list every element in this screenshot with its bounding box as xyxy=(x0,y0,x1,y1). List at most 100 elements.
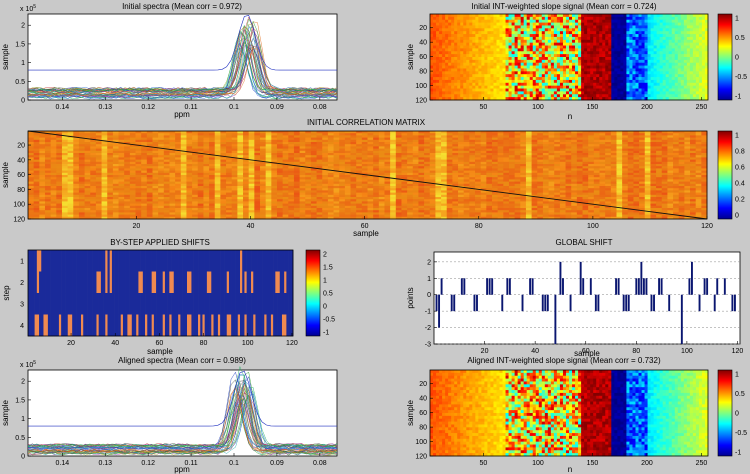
heatmap-cell xyxy=(460,65,464,69)
heatmap-cell xyxy=(448,62,452,66)
heatmap-cell xyxy=(617,39,621,44)
correlation-cell xyxy=(656,139,663,143)
heatmap-cell xyxy=(460,82,464,87)
heatmap-cell xyxy=(457,39,461,44)
heatmap-cell xyxy=(508,45,512,49)
heatmap-cell xyxy=(472,51,476,55)
heatmap-cell xyxy=(587,91,591,95)
heatmap-cell xyxy=(626,74,630,78)
heatmap-cell xyxy=(544,42,549,46)
heatmap-cell xyxy=(439,82,443,87)
correlation-cell xyxy=(424,137,431,141)
correlation-cell xyxy=(639,139,646,143)
initial-slope-xlabel: n xyxy=(568,112,572,121)
correlation-cell xyxy=(441,142,448,145)
correlation-cell xyxy=(412,148,419,152)
correlation-cell xyxy=(661,161,668,165)
correlation-cell xyxy=(599,142,606,145)
correlation-cell xyxy=(141,166,148,169)
correlation-cell xyxy=(180,155,187,158)
correlation-cell xyxy=(429,139,436,143)
heatmap-cell xyxy=(578,16,582,21)
heatmap-cell xyxy=(626,48,630,52)
heatmap-cell xyxy=(439,79,443,84)
heatmap-cell xyxy=(650,94,655,98)
heatmap-cell xyxy=(596,14,600,18)
correlation-cell xyxy=(627,135,634,138)
heatmap-cell xyxy=(587,65,591,69)
correlation-cell xyxy=(316,142,323,145)
heatmap-cell xyxy=(629,51,633,55)
heatmap-cell xyxy=(569,79,573,84)
heatmap-cell xyxy=(650,48,655,52)
heatmap-cell xyxy=(433,42,437,46)
correlation-cell xyxy=(78,168,85,171)
correlation-cell xyxy=(661,150,668,154)
heatmap-cell xyxy=(544,62,549,66)
heatmap-cell xyxy=(581,39,585,44)
heatmap-cell xyxy=(538,91,543,95)
heatmap-cell xyxy=(505,62,509,66)
heatmap-cell xyxy=(605,36,609,41)
heatmap-cell xyxy=(454,16,458,21)
heatmap-cell xyxy=(611,19,615,23)
correlation-cell xyxy=(265,166,272,169)
correlation-cell xyxy=(180,150,187,154)
heatmap-cell xyxy=(701,91,706,95)
heatmap-cell xyxy=(529,88,534,92)
heatmap-cell xyxy=(460,88,464,92)
correlation-cell xyxy=(554,131,561,134)
correlation-cell xyxy=(112,144,119,147)
heatmap-cell xyxy=(529,48,534,52)
heatmap-cell xyxy=(535,79,540,84)
heatmap-cell xyxy=(683,79,688,84)
correlation-cell xyxy=(356,139,363,143)
heatmap-cell xyxy=(520,39,525,44)
heatmap-cell xyxy=(448,34,452,38)
heatmap-cell xyxy=(704,85,709,89)
correlation-cell xyxy=(118,139,125,143)
heatmap-cell xyxy=(641,51,645,55)
heatmap-cell xyxy=(544,36,549,41)
heatmap-cell xyxy=(520,88,525,92)
heatmap-cell xyxy=(490,28,494,32)
correlation-cell xyxy=(158,164,165,167)
heatmap-cell xyxy=(593,25,597,29)
correlation-cell xyxy=(175,161,182,165)
heatmap-cell xyxy=(662,36,667,41)
heatmap-cell xyxy=(584,48,588,52)
correlation-cell xyxy=(497,137,504,141)
heatmap-cell xyxy=(605,94,609,98)
correlation-cell xyxy=(124,166,131,169)
heatmap-cell xyxy=(578,25,582,29)
correlation-cell xyxy=(424,153,431,156)
correlation-cell xyxy=(129,166,136,169)
correlation-cell xyxy=(231,146,238,149)
correlation-cell xyxy=(322,153,329,156)
heatmap-cell xyxy=(454,68,458,72)
heatmap-cell xyxy=(550,59,555,64)
heatmap-cell xyxy=(544,68,549,72)
correlation-cell xyxy=(384,161,391,165)
heatmap-cell xyxy=(457,91,461,95)
heatmap-cell xyxy=(572,82,576,87)
heatmap-cell xyxy=(496,36,500,41)
heatmap-cell xyxy=(647,45,651,49)
heatmap-cell xyxy=(499,39,503,44)
correlation-cell xyxy=(129,161,136,165)
correlation-cell xyxy=(469,137,476,141)
heatmap-cell xyxy=(445,25,449,29)
correlation-cell xyxy=(271,159,278,163)
correlation-cell xyxy=(525,142,532,145)
heatmap-cell xyxy=(451,31,455,35)
correlation-cell xyxy=(248,168,255,171)
correlation-cell xyxy=(508,139,516,143)
heatmap-cell xyxy=(445,14,449,18)
heatmap-cell xyxy=(460,31,464,35)
correlation-cell xyxy=(475,135,482,138)
correlation-cell xyxy=(701,157,708,160)
heatmap-cell xyxy=(466,59,470,64)
heatmap-cell xyxy=(671,57,676,61)
correlation-cell xyxy=(305,146,312,149)
heatmap-cell xyxy=(656,62,661,66)
